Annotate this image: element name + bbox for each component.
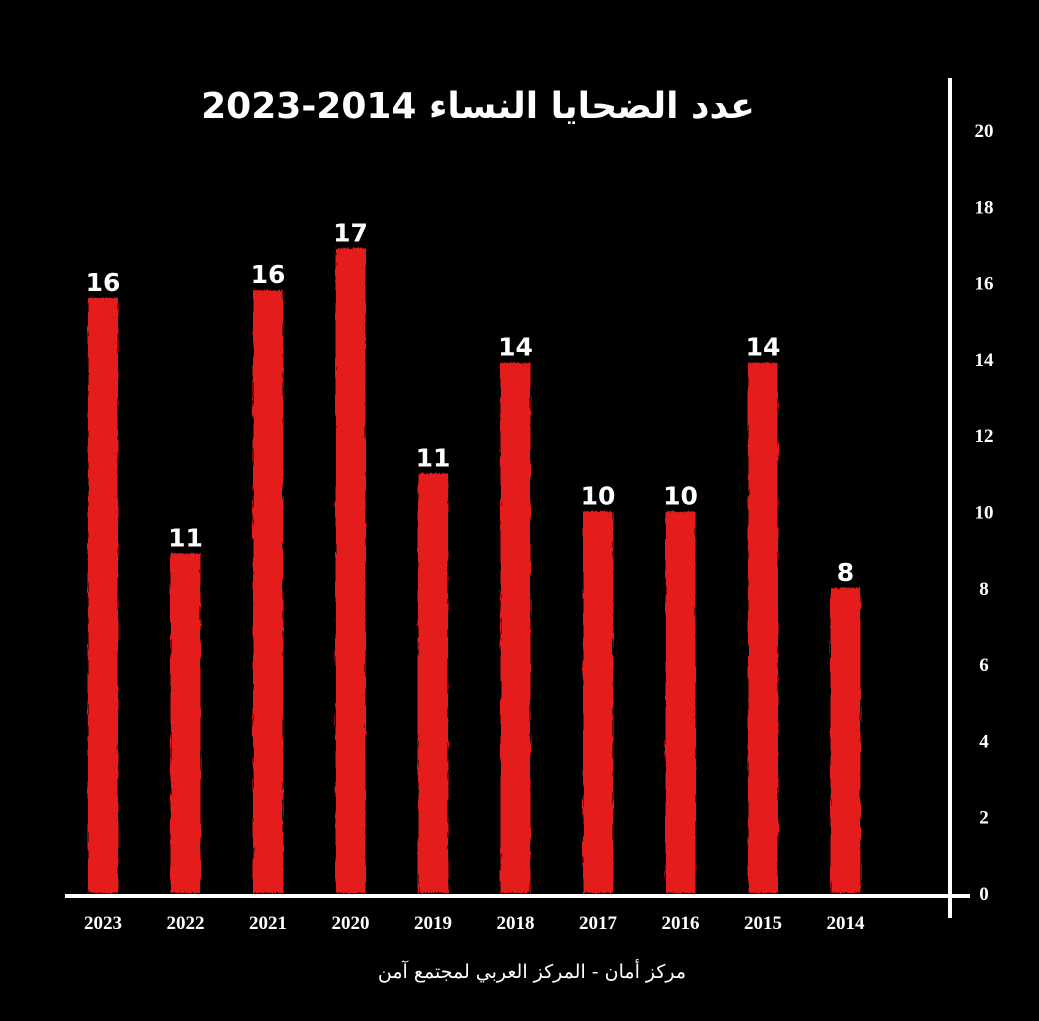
bar-2014 — [830, 587, 861, 893]
data-label-2019: 11 — [416, 443, 451, 472]
data-label-2020: 17 — [333, 218, 368, 247]
y-tick-label-16: 16 — [975, 274, 994, 295]
data-label-2014: 8 — [837, 558, 854, 587]
y-tick-label-12: 12 — [975, 426, 994, 447]
bar-2016 — [665, 511, 696, 893]
data-label-2023: 16 — [86, 268, 121, 297]
bar-2017 — [583, 511, 613, 893]
x-tick-label-2014: 2014 — [827, 913, 866, 934]
x-tick-label-2015: 2015 — [744, 913, 782, 934]
data-label-2016: 10 — [663, 482, 698, 511]
data-label-2017: 10 — [581, 482, 616, 511]
data-label-2015: 14 — [746, 333, 781, 362]
x-tick-label-2021: 2021 — [249, 913, 287, 934]
bars-group — [88, 248, 861, 894]
x-tick-label-2022: 2022 — [167, 913, 205, 934]
y-tick-label-14: 14 — [975, 350, 995, 371]
y-tick-label-20: 20 — [975, 121, 994, 142]
bar-2020 — [335, 248, 366, 893]
y-tick-label-6: 6 — [979, 655, 989, 676]
data-label-2018: 14 — [498, 333, 533, 362]
bar-2019 — [418, 473, 448, 893]
y-tick-label-0: 0 — [979, 884, 989, 905]
bar-2015 — [748, 362, 778, 894]
data-label-2021: 16 — [251, 260, 286, 289]
x-tick-label-2020: 2020 — [332, 913, 370, 934]
x-tick-label-2018: 2018 — [497, 913, 535, 934]
y-tick-label-18: 18 — [975, 197, 994, 218]
chart-title: عدد الضحايا النساء 2014-2023 — [201, 86, 755, 127]
x-tick-label-2017: 2017 — [579, 913, 618, 934]
x-tick-label-2019: 2019 — [414, 913, 452, 934]
bar-2023 — [88, 297, 118, 893]
y-tick-label-2: 2 — [979, 808, 989, 829]
x-tick-label-2023: 2023 — [84, 913, 122, 934]
y-tick-label-4: 4 — [979, 731, 989, 752]
y-axis-ticks: 0 2 4 6 8 10 12 14 16 18 20 — [975, 121, 995, 905]
data-label-2022: 11 — [168, 523, 203, 552]
bar-2022 — [170, 553, 201, 893]
y-tick-label-8: 8 — [979, 579, 989, 600]
x-axis-ticks: 2023 2022 2021 2020 2019 2018 2017 2016 2015 2014 — [84, 913, 865, 934]
bar-2021 — [253, 290, 283, 894]
x-tick-label-2016: 2016 — [662, 913, 700, 934]
source-caption: مركز أمان - المركز العربي لمجتمع آمن — [378, 959, 686, 983]
data-labels-group: 16 11 16 17 11 14 10 10 14 8 — [86, 218, 855, 587]
y-tick-label-10: 10 — [975, 503, 994, 524]
bar-2018 — [500, 362, 531, 894]
